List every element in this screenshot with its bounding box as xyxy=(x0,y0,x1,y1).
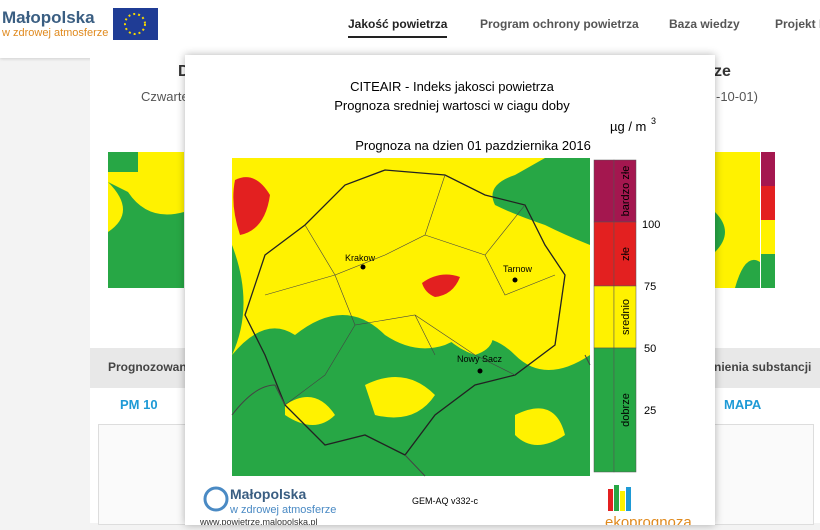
legend xyxy=(593,159,637,473)
footer-logo-title: Małopolska xyxy=(230,486,306,502)
image-title: CITEAIR - Indeks jakosci powietrza xyxy=(350,79,555,94)
legend-scale: 100 xyxy=(642,219,660,231)
city-label: Tarnow xyxy=(503,264,533,274)
date: -10-01) xyxy=(716,89,758,104)
unit-exponent: 3 xyxy=(651,116,656,126)
forecast-date: Prognoza na dzien 01 pazdziernika 2016 xyxy=(355,138,591,153)
city-label: Nowy Sacz xyxy=(457,354,503,364)
tab[interactable]: nienia substancji xyxy=(714,360,812,374)
unit: µg / m xyxy=(610,119,646,134)
eu-flag xyxy=(113,8,158,40)
logo-subtitle: w zdrowej atmosferze xyxy=(2,27,109,39)
date: Czwarte xyxy=(141,89,189,104)
thumbnail xyxy=(108,152,184,288)
thumbnail xyxy=(715,152,775,288)
legend-scale: 75 xyxy=(644,281,656,293)
image-subtitle: Prognoza sredniej wartosci w ciagu doby xyxy=(334,98,570,113)
map: Krakow Tarnow Nowy Sacz xyxy=(231,158,591,477)
legend-level: dobrze xyxy=(620,393,632,427)
nav-item[interactable]: Projekt L xyxy=(775,17,820,31)
legend-level: bardzo złe xyxy=(620,166,632,217)
heading: ze xyxy=(714,63,731,80)
view-select[interactable]: MAPA xyxy=(724,397,762,412)
partner-logo: ekoprognoza xyxy=(605,514,692,525)
legend-level: złe xyxy=(620,247,632,261)
legend-scale: 25 xyxy=(644,405,656,417)
footer-logo-icon xyxy=(203,486,229,512)
footer-logo-subtitle: w zdrowej atmosferze xyxy=(229,504,336,516)
header: Małopolska w zdrowej atmosferze Jakość p… xyxy=(0,0,820,58)
partner-logo-icon xyxy=(608,485,631,511)
card xyxy=(712,424,814,525)
legend-level: srednio xyxy=(620,299,632,335)
tab[interactable]: Prognozowane xyxy=(108,360,194,374)
nav-item[interactable]: Jakość powietrza xyxy=(348,17,448,38)
logo-title[interactable]: Małopolska xyxy=(2,8,95,27)
card xyxy=(98,424,190,525)
nav-item[interactable]: Baza wiedzy xyxy=(669,17,740,31)
footer-url: www.powietrze.malopolska.pl xyxy=(199,517,318,525)
forecast-image: CITEAIR - Indeks jakosci powietrza Progn… xyxy=(199,79,692,530)
city-label: Krakow xyxy=(345,253,376,263)
modal: CITEAIR - Indeks jakosci powietrza Progn… xyxy=(185,55,715,530)
nav-item[interactable]: Program ochrony powietrza xyxy=(480,17,639,31)
heading: D xyxy=(178,63,190,80)
legend-scale: 50 xyxy=(644,343,656,355)
pollutant-select[interactable]: PM 10 xyxy=(120,397,158,412)
model-name: GEM-AQ v332-c xyxy=(412,496,479,506)
